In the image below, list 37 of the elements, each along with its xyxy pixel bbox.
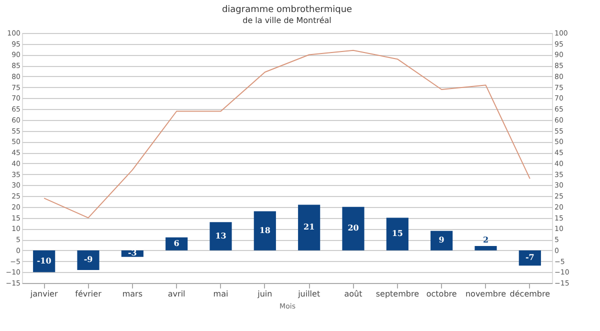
x-tick-label: décembre [510,290,550,298]
bar [33,250,56,272]
chart-title: diagramme ombrothermique [222,5,353,15]
line-series [44,50,530,218]
bar [254,211,276,250]
data-label: -9 [84,254,94,264]
chart-subtitle: de la ville de Montréal [242,16,332,25]
bar [430,230,453,250]
data-label: 9 [438,234,445,245]
bar [342,206,364,250]
data-label: 20 [348,222,360,233]
data-label: 2 [482,234,489,245]
x-tick-label: novembre [465,290,506,298]
data-label: 13 [215,230,227,240]
x-tick-label: février [75,290,102,298]
x-tick-label: juin [256,290,272,298]
data-label: 21 [304,222,315,232]
x-tick-label: octobre [426,290,457,298]
bar [210,222,232,250]
data-label: 18 [259,224,271,235]
bar [77,250,100,270]
x-tick-label: septembre [376,290,420,298]
data-label: -7 [525,252,534,262]
bar [298,204,320,250]
bar [166,237,188,250]
bar [386,218,408,250]
bar [474,246,497,250]
data-label: 15 [392,228,403,238]
x-tick-label: avril [168,290,186,298]
x-tick-label: juillet [297,290,320,298]
data-label: -10 [36,255,52,266]
x-tick-label: mai [213,290,228,298]
x-tick-label: janvier [29,290,58,298]
x-tick-label: mars [122,290,142,298]
x-tick-label: août [344,290,362,298]
data-label: 6 [174,238,180,248]
bar [518,250,541,266]
